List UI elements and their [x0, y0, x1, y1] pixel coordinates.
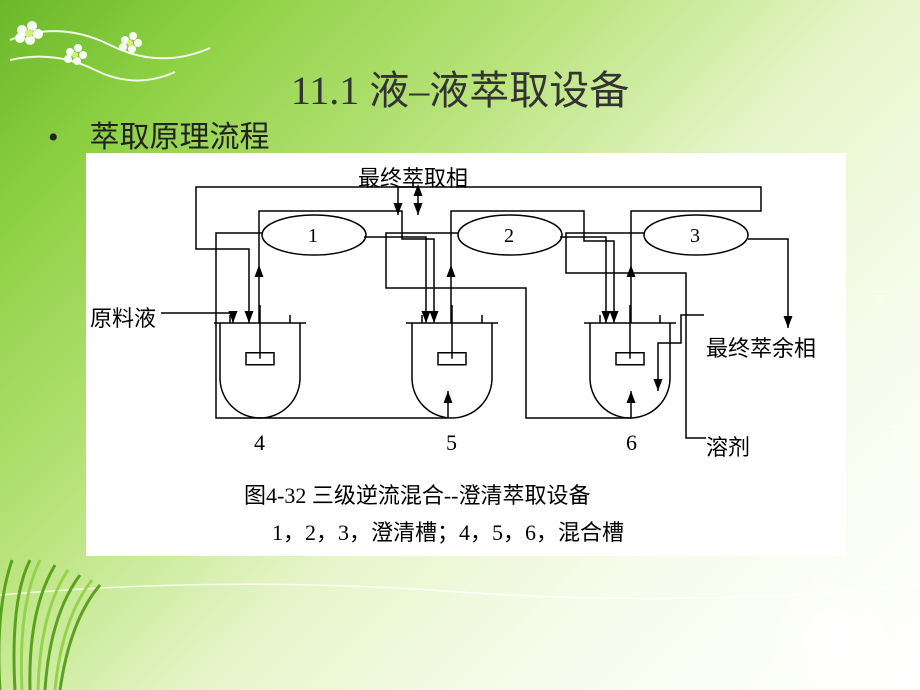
label-n2: 2	[504, 225, 514, 248]
label-caption2: 1，2，3，澄清槽；4，5，6，混合槽	[272, 515, 624, 547]
label-n3: 3	[690, 225, 700, 248]
label-solvent: 溶剂	[706, 430, 750, 462]
flow-line-2	[161, 313, 233, 323]
label-caption1: 图4-32 三级逆流混合--澄清萃取设备	[244, 478, 590, 510]
slide-title: 11.1 液–液萃取设备	[0, 58, 920, 116]
label-n4: 4	[254, 430, 265, 456]
label-n1: 1	[308, 225, 318, 248]
flow-line-4	[451, 211, 614, 323]
bullet-text: 萃取原理流程	[90, 121, 270, 154]
flow-line-11	[566, 233, 706, 438]
label-feed: 原料液	[90, 301, 156, 333]
flow-line-6	[364, 237, 426, 323]
label-raffinate: 最终萃余相	[706, 331, 816, 363]
flow-line-7	[560, 237, 606, 323]
bullet-marker: •	[48, 121, 82, 155]
flow-line-12	[658, 315, 704, 391]
flow-line-3	[259, 211, 434, 323]
flow-line-8	[748, 239, 788, 328]
flow-line-5	[196, 187, 761, 323]
bullet-line: • 萃取原理流程	[48, 112, 270, 156]
label-top_phase: 最终萃取相	[358, 161, 468, 193]
process-diagram: 最终萃取相原料液最终萃余相溶剂图4-32 三级逆流混合--澄清萃取设备 1，2，3…	[86, 153, 846, 556]
flow-line-10	[386, 233, 631, 418]
label-n5: 5	[446, 430, 457, 456]
label-n6: 6	[626, 430, 637, 456]
